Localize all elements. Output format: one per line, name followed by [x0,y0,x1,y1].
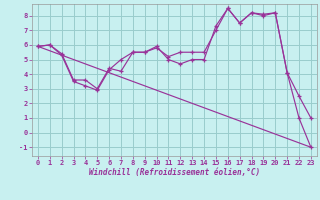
X-axis label: Windchill (Refroidissement éolien,°C): Windchill (Refroidissement éolien,°C) [89,168,260,177]
